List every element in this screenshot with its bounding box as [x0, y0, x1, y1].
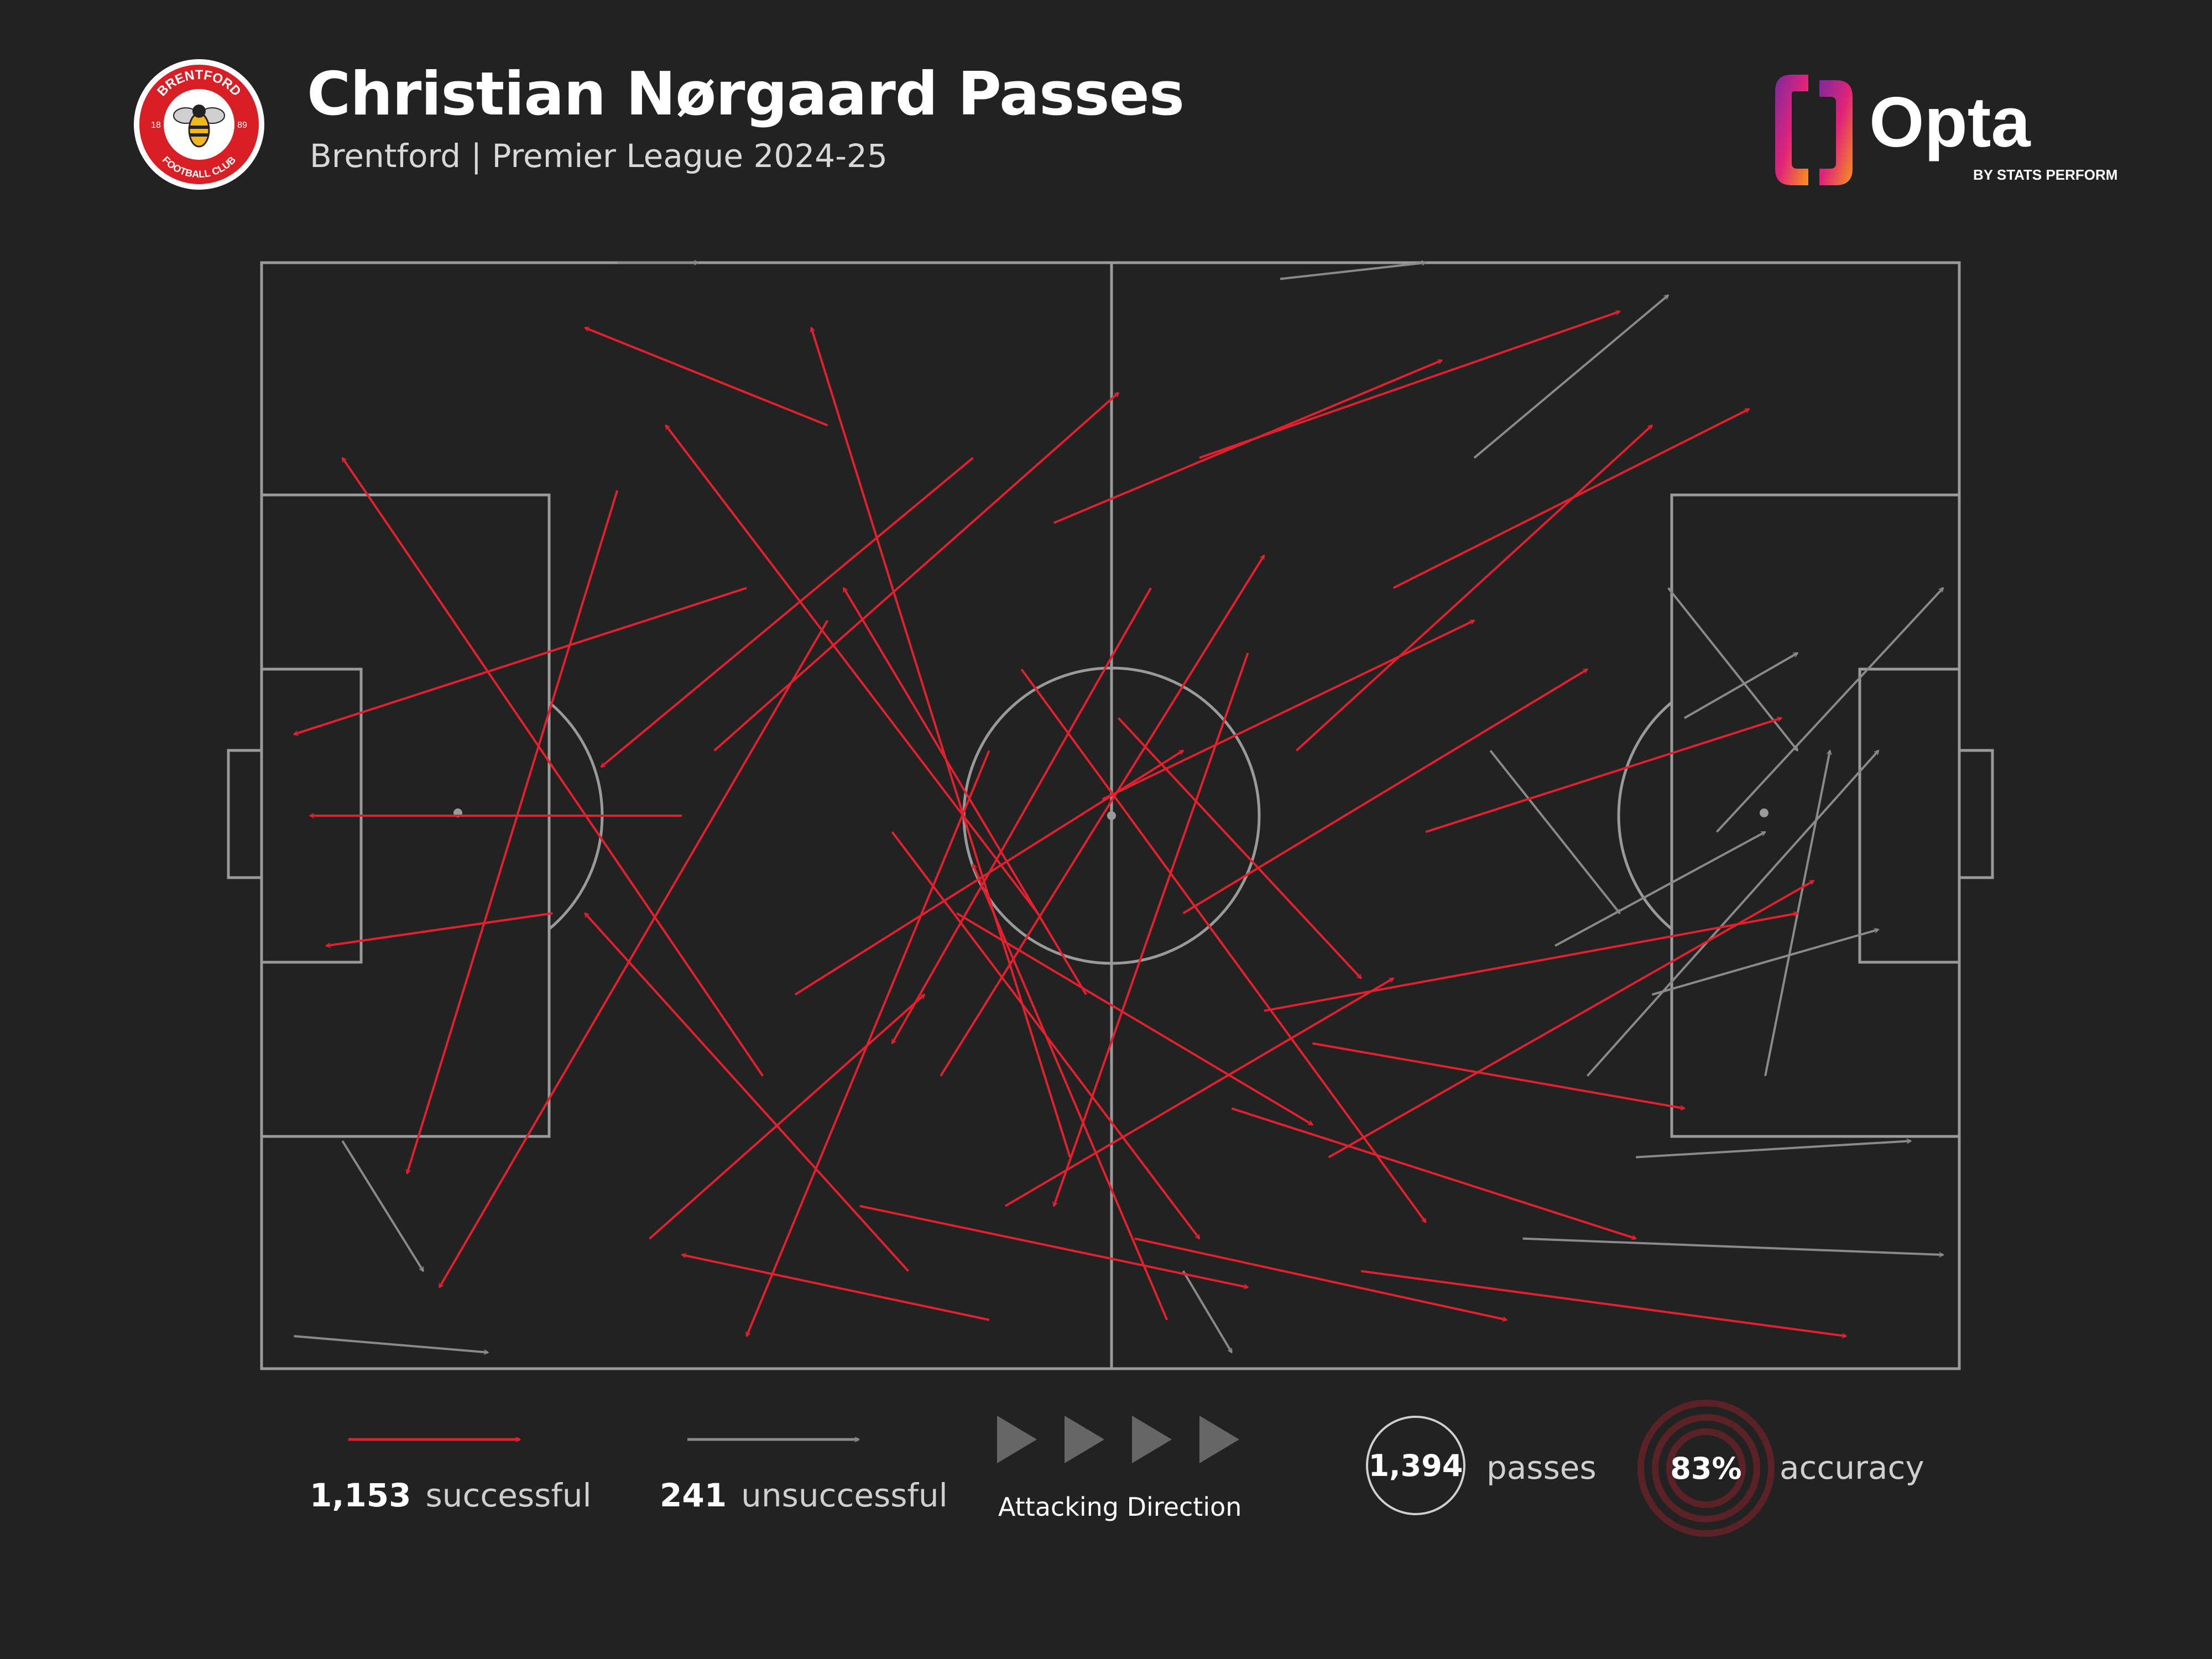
pass-unsuccessful: [1473, 294, 1668, 459]
pitch-lines: [227, 261, 1994, 1370]
pass-successful: [601, 457, 974, 768]
page-title: Christian Nørgaard Passes: [307, 60, 1185, 129]
accuracy-label: accuracy: [1780, 1449, 1924, 1486]
pass-successful: [1053, 360, 1442, 524]
pass-unsuccessful: [1667, 587, 1799, 750]
pass-successful: [665, 425, 1039, 914]
unsuccessful-label: unsuccessful: [741, 1477, 948, 1514]
pass-successful: [649, 995, 925, 1240]
pass-unsuccessful: [1651, 930, 1878, 996]
legend-unsuccessful: 241 unsuccessful: [660, 1477, 948, 1514]
pass-successful: [326, 912, 553, 946]
pass-successful: [973, 864, 1168, 1321]
pass-successful: [1312, 1042, 1684, 1109]
opta-logo: Opta BY STATS PERFORM: [1775, 75, 2117, 185]
successful-label: successful: [425, 1477, 592, 1514]
pass-successful: [1392, 408, 1749, 589]
pass-successful: [859, 1204, 1248, 1287]
attacking-direction-icon: [997, 1416, 1239, 1463]
accuracy-rings-icon: [1637, 1400, 1775, 1537]
accuracy-value: 83%: [1670, 1451, 1742, 1486]
pass-unsuccessful: [1636, 1141, 1911, 1159]
pass-successful: [1054, 653, 1249, 1206]
pass-successful: [294, 587, 747, 734]
left-goal: [227, 749, 263, 879]
pass-unsuccessful: [1522, 1237, 1943, 1255]
crest-year-right: 89: [237, 121, 247, 130]
page-subtitle: Brentford | Premier League 2024-25: [310, 137, 888, 175]
centre-spot: [1107, 811, 1116, 820]
pass-successful: [1004, 977, 1394, 1207]
pass-successful: [407, 490, 619, 1173]
pass-successful: [713, 393, 1119, 752]
right-penalty-box: [1670, 493, 1961, 1138]
attacking-direction-label: Attacking Direction: [998, 1492, 1242, 1522]
pass-unsuccessful: [1182, 1270, 1233, 1353]
pass-successful: [794, 749, 1183, 996]
pass-successful: [341, 458, 764, 1077]
pass-successful: [1020, 669, 1427, 1222]
pass-successful: [891, 587, 1152, 1044]
brentford-crest: BRENTFORD FOOTBALL CLUB 18 89: [134, 59, 264, 190]
pass-successful: [842, 588, 1087, 995]
pass-successful: [811, 328, 1071, 1158]
pass-unsuccessful: [1280, 263, 1426, 280]
pass-unsuccessful: [1683, 652, 1798, 719]
pass-successful: [1102, 619, 1474, 801]
right-penalty-arc: [1617, 701, 1673, 930]
pass-successful: [1295, 425, 1652, 752]
pass-successful: [956, 912, 1312, 1126]
pass-successful: [1360, 1270, 1846, 1337]
successful-count: 1,153: [310, 1477, 411, 1514]
opta-mark-icon: [1775, 75, 1853, 185]
pass-successful: [1264, 913, 1798, 1012]
pass-unsuccessful: [1587, 750, 1879, 1077]
pass-successful: [1134, 1237, 1506, 1320]
pass-successful: [438, 620, 829, 1287]
right-penalty-spot: [1760, 808, 1768, 817]
pass-successful: [1182, 668, 1588, 915]
pass-successful: [1118, 717, 1361, 979]
pass-successful: [682, 1255, 990, 1321]
pass-arrows: [294, 263, 1943, 1353]
legend-successful: 1,153 successful: [310, 1477, 592, 1514]
pass-successful: [1425, 718, 1781, 833]
crest-year-left: 18: [151, 121, 161, 130]
pass-unsuccessful: [1554, 831, 1765, 947]
pass-unsuccessful: [341, 1140, 425, 1271]
pass-unsuccessful: [1489, 750, 1621, 913]
pass-successful: [1231, 1107, 1636, 1238]
pass-unsuccessful: [294, 1335, 488, 1352]
passes-total-badge: 1,394: [1366, 1416, 1465, 1515]
opta-wordmark: Opta: [1869, 83, 2031, 162]
opta-tagline: BY STATS PERFORM: [1973, 166, 2117, 183]
bee-icon: [173, 105, 225, 148]
unsuccessful-count: 241: [660, 1477, 727, 1514]
pass-unsuccessful: [1715, 588, 1943, 833]
right-six-yard-box: [1858, 667, 1961, 964]
right-goal: [1958, 749, 1994, 879]
pass-successful: [1328, 879, 1814, 1159]
pass-successful: [585, 328, 828, 426]
passes-label: passes: [1486, 1449, 1597, 1486]
pass-successful: [940, 555, 1265, 1077]
pass-successful: [585, 913, 910, 1272]
